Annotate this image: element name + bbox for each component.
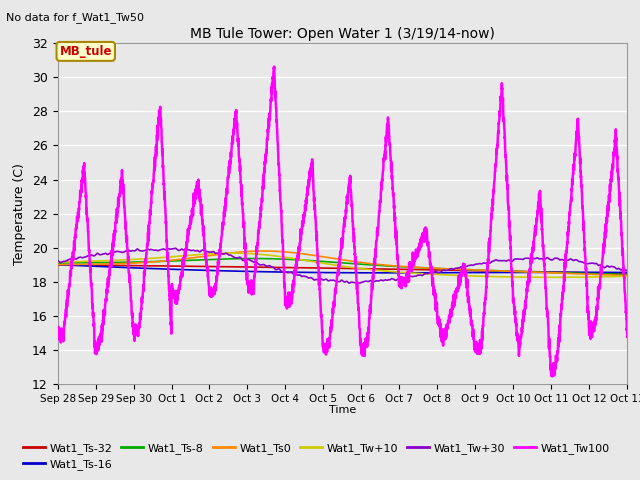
X-axis label: Time: Time <box>329 405 356 415</box>
Text: No data for f_Wat1_Tw50: No data for f_Wat1_Tw50 <box>6 12 145 23</box>
Y-axis label: Temperature (C): Temperature (C) <box>13 163 26 264</box>
Text: MB_tule: MB_tule <box>60 45 112 58</box>
Legend: Wat1_Ts-32, Wat1_Ts-16, Wat1_Ts-8, Wat1_Ts0, Wat1_Tw+10, Wat1_Tw+30, Wat1_Tw100: Wat1_Ts-32, Wat1_Ts-16, Wat1_Ts-8, Wat1_… <box>19 438 614 474</box>
Title: MB Tule Tower: Open Water 1 (3/19/14-now): MB Tule Tower: Open Water 1 (3/19/14-now… <box>190 27 495 41</box>
